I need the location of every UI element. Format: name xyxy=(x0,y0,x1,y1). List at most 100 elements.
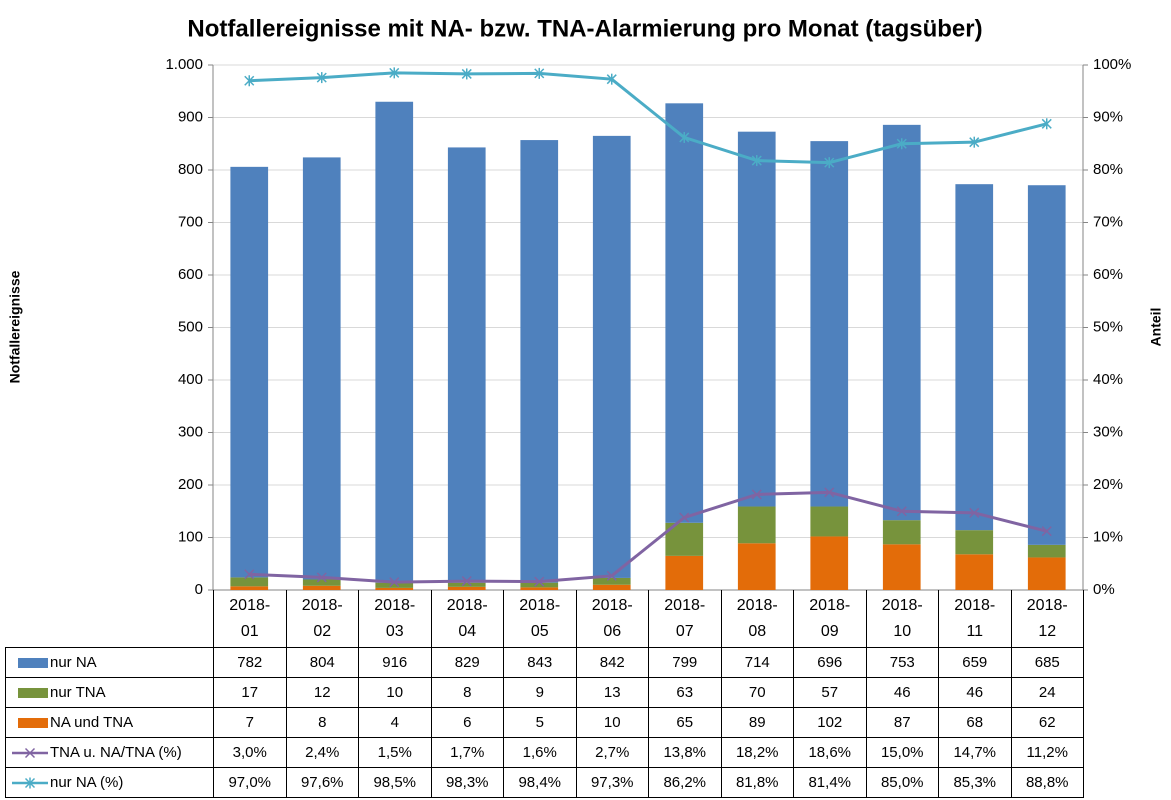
x-tick-label: 2018-11 xyxy=(954,596,996,640)
table-value: 13 xyxy=(575,677,649,708)
line-marker xyxy=(606,73,617,85)
category-cell: 2018-01 xyxy=(213,590,287,648)
table-value: 15,0% xyxy=(865,737,939,768)
line-marker xyxy=(969,136,980,148)
bar-segment xyxy=(882,520,921,545)
line-marker xyxy=(606,570,617,581)
chart-title: Notfallereignisse mit NA- bzw. TNA-Alarm… xyxy=(187,15,982,42)
line-marker xyxy=(969,507,980,518)
marker-stroke xyxy=(824,487,835,498)
x-tick-label: 2018-02 xyxy=(301,596,343,640)
table-value: 88,8% xyxy=(1010,767,1084,798)
table-value: 804 xyxy=(285,647,359,678)
marker-stroke xyxy=(606,570,617,581)
table-value: 1,6% xyxy=(503,737,577,768)
y-tick-label: 800 xyxy=(178,161,203,178)
line-marker xyxy=(824,487,835,498)
bar-segment xyxy=(447,147,486,583)
line-marker xyxy=(679,512,690,523)
y-tick-label: 100 xyxy=(178,528,203,545)
y2-axis-title: Anteil xyxy=(1148,308,1164,347)
bar-segment xyxy=(302,585,341,590)
bar-segment xyxy=(1027,544,1066,558)
table-row: nur TNA 17 12 10 8 9 13 63 70 57 46 46 24 xyxy=(5,677,1084,708)
bar-segment xyxy=(592,577,631,585)
category-cell: 2018-03 xyxy=(358,590,432,648)
table-value: 1,5% xyxy=(358,737,432,768)
x-tick-label: 2018-05 xyxy=(519,596,561,640)
legend-cell: NA und TNA xyxy=(5,707,214,738)
line-marker xyxy=(824,157,835,169)
x-tick-label: 2018-06 xyxy=(591,596,633,640)
table-value: 98,3% xyxy=(430,767,504,798)
category-cell: 2018-06 xyxy=(575,590,649,648)
y2-tick-label: 20% xyxy=(1093,476,1123,493)
legend-cell: nur TNA xyxy=(5,677,214,708)
y2-tick-label: 70% xyxy=(1093,213,1123,230)
table-value: 97,6% xyxy=(285,767,359,798)
line-marker xyxy=(751,155,762,167)
legend-label: NA und TNA xyxy=(50,714,134,731)
line-marker xyxy=(896,138,907,150)
table-value: 9 xyxy=(503,677,577,708)
bar-segment xyxy=(665,103,704,523)
line-marker xyxy=(316,572,327,583)
bar-segment xyxy=(230,586,269,590)
y-tick-label: 200 xyxy=(178,476,203,493)
line-marker xyxy=(461,68,472,80)
bar-segment xyxy=(375,587,414,590)
table-value: 65 xyxy=(648,707,722,738)
category-cell: 2018-10 xyxy=(865,590,939,648)
y-tick-label: 1.000 xyxy=(165,56,203,73)
bar-segment xyxy=(810,506,849,537)
table-value: 829 xyxy=(430,647,504,678)
bar-segment xyxy=(520,140,559,583)
table-value: 714 xyxy=(720,647,794,678)
bar-segment xyxy=(737,131,776,507)
line-marker xyxy=(244,569,255,580)
table-value: 696 xyxy=(793,647,867,678)
legend-rect xyxy=(18,688,48,699)
legend-rect xyxy=(18,658,48,669)
table-value: 916 xyxy=(358,647,432,678)
x-tick-label: 2018-07 xyxy=(664,596,706,640)
table-value: 10 xyxy=(358,677,432,708)
bar-segment xyxy=(882,544,921,590)
table-value: 2,4% xyxy=(285,737,359,768)
table-value: 18,2% xyxy=(720,737,794,768)
table-value: 11,2% xyxy=(1010,737,1084,768)
data-table: 2018-01 2018-02 2018-03 2018-04 2018-05 2018-… xyxy=(5,590,1084,798)
table-value: 13,8% xyxy=(648,737,722,768)
table-value: 10 xyxy=(575,707,649,738)
bar-segment xyxy=(230,577,269,587)
legend-label: nur NA (%) xyxy=(50,774,124,791)
table-value: 85,0% xyxy=(865,767,939,798)
legend-label: nur NA xyxy=(50,654,97,671)
table-value: 843 xyxy=(503,647,577,678)
table-value: 68 xyxy=(938,707,1012,738)
table-value: 12 xyxy=(285,677,359,708)
legend-swatch xyxy=(18,718,48,729)
table-value: 8 xyxy=(430,677,504,708)
bar-segment xyxy=(810,141,849,507)
category-cell: 2018-02 xyxy=(285,590,359,648)
y-axis-title: Notfallereignisse xyxy=(7,270,23,383)
y2-tick-label: 100% xyxy=(1093,56,1131,73)
category-cell: 2018-08 xyxy=(720,590,794,648)
marker-stroke xyxy=(389,577,400,588)
legend-label: nur TNA xyxy=(50,684,106,701)
table-value: 2,7% xyxy=(575,737,649,768)
bar-segment xyxy=(955,554,994,590)
table-value: 97,3% xyxy=(575,767,649,798)
table-value: 4 xyxy=(358,707,432,738)
table-value: 3,0% xyxy=(213,737,287,768)
table-value: 87 xyxy=(865,707,939,738)
line-marker xyxy=(389,577,400,588)
y2-tick-label: 0% xyxy=(1093,581,1115,598)
table-value: 842 xyxy=(575,647,649,678)
line xyxy=(249,490,1048,584)
line-marker xyxy=(244,75,255,87)
table-value: 5 xyxy=(503,707,577,738)
marker-stroke xyxy=(969,507,980,518)
bar-segment xyxy=(737,506,776,544)
